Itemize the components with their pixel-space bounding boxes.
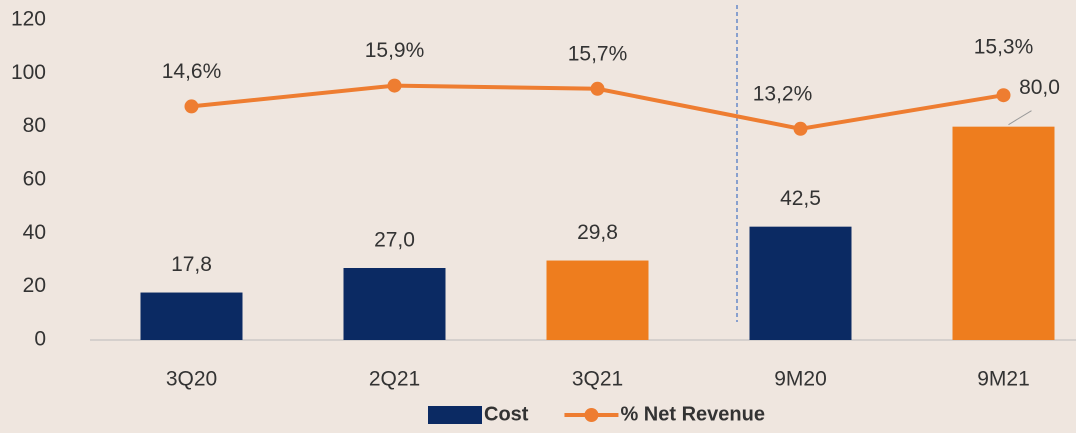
x-tick-label: 9M20 [774, 368, 827, 391]
y-tick-label: 100 [11, 61, 46, 84]
x-tick-label: 3Q21 [572, 368, 623, 391]
x-tick-label: 3Q20 [166, 368, 217, 391]
y-tick-label: 60 [23, 168, 46, 191]
bar [140, 292, 243, 340]
bar [952, 126, 1055, 341]
x-tick-label: 2Q21 [369, 368, 420, 391]
line-point [184, 99, 199, 114]
y-tick-label: 20 [23, 274, 46, 297]
line-point [387, 78, 402, 93]
line-point [996, 88, 1011, 103]
line-point [590, 81, 605, 96]
legend-label: % Net Revenue [620, 403, 765, 425]
bar [343, 268, 446, 340]
legend-label: Cost [484, 403, 529, 425]
label-leader [1008, 110, 1032, 126]
bar-value-label: 17,8 [171, 253, 212, 276]
line-value-label: 15,3% [974, 36, 1034, 59]
bar-value-label: 80,0 [1019, 76, 1060, 99]
y-tick-label: 0 [34, 328, 46, 351]
legend-swatch [584, 408, 599, 422]
y-tick-label: 80 [23, 114, 46, 137]
bar [546, 260, 649, 340]
bar-value-label: 29,8 [577, 221, 618, 244]
line-point [793, 121, 808, 136]
line-value-label: 15,9% [365, 39, 425, 62]
line-value-label: 13,2% [753, 82, 813, 105]
y-tick-label: 120 [11, 8, 46, 31]
line-value-label: 15,7% [568, 42, 628, 65]
line-value-label: 14,6% [162, 60, 222, 83]
bar-value-label: 27,0 [374, 229, 415, 252]
bar [749, 226, 852, 340]
y-tick-label: 40 [23, 221, 46, 244]
bar-value-label: 42,5 [780, 187, 821, 210]
x-tick-label: 9M21 [977, 368, 1030, 391]
legend-swatch [428, 406, 482, 424]
